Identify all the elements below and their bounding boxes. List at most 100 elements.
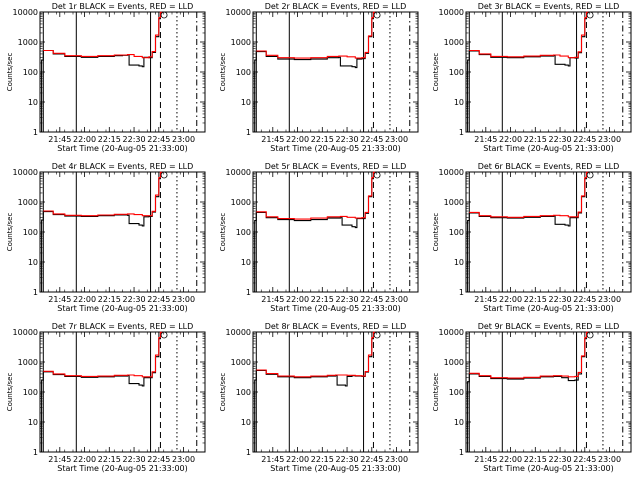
y-tick-label: 100 [449,68,464,77]
events-series-line [40,12,163,133]
peak-marker [160,331,168,339]
x-tick-label: 22:00 [499,295,522,304]
peak-marker [586,331,594,339]
x-tick-label: 22:45 [147,135,170,144]
lld-series-line [469,171,589,218]
x-tick-label: 23:00 [385,135,408,144]
x-tick-label: 22:00 [73,295,96,304]
x-tick-label: 22:45 [573,455,596,464]
y-tick-label: 10 [241,418,251,427]
x-tick-label: 22:30 [336,295,359,304]
events-series-line [466,332,589,453]
x-tick-label: 22:00 [286,455,309,464]
y-tick-label: 10 [241,258,251,267]
y-tick-label: 10000 [439,168,464,177]
y-tick-label: 1000 [18,358,38,367]
x-tick-label: 21:45 [474,455,497,464]
x-tick-label: 22:00 [286,135,309,144]
y-tick-label: 1000 [231,358,251,367]
y-tick-label: 100 [23,388,38,397]
detector-panel: Det 9r BLACK = Events, RED = LLD 1 10 100 10… [432,322,632,473]
y-tick-label: 100 [236,388,251,397]
x-tick-label: 22:45 [360,295,383,304]
peak-marker [373,11,381,19]
panel-title: Det 3r BLACK = Events, RED = LLD [478,2,620,11]
y-tick-label: 10 [454,98,464,107]
y-tick-label: 1 [459,448,464,457]
peak-marker [586,11,594,19]
y-tick-label: 10000 [439,328,464,337]
y-tick-label: 10 [241,98,251,107]
y-tick-label: 1000 [231,198,251,207]
x-axis-label: Start Time (20-Aug-05 21:33:00) [57,304,188,313]
panel-title: Det 6r BLACK = Events, RED = LLD [478,162,620,171]
x-tick-label: 23:00 [172,455,195,464]
events-series-line [40,172,163,293]
x-tick-label: 22:00 [73,135,96,144]
y-tick-label: 100 [236,228,251,237]
panel-title: Det 2r BLACK = Events, RED = LLD [265,2,407,11]
x-tick-label: 22:30 [336,455,359,464]
y-tick-label: 1000 [444,198,464,207]
x-tick-label: 22:30 [549,295,572,304]
x-tick-label: 22:30 [123,295,146,304]
y-axis-label: Counts/sec [432,53,440,92]
y-axis-label: Counts/sec [219,373,227,412]
panel-title: Det 1r BLACK = Events, RED = LLD [52,2,194,11]
x-tick-label: 22:15 [524,295,547,304]
axes-frame [465,171,632,293]
y-tick-label: 10 [28,98,38,107]
detector-panel: Det 5r BLACK = Events, RED = LLD 1 10 100 10… [219,162,419,313]
x-tick-label: 22:15 [98,455,121,464]
axes-frame [465,11,632,133]
y-tick-label: 1 [246,128,251,137]
y-tick-label: 1000 [444,38,464,47]
x-tick-label: 22:30 [549,455,572,464]
lld-series-line [256,11,376,59]
x-tick-label: 21:45 [261,135,284,144]
y-tick-label: 10000 [439,8,464,17]
x-tick-label: 22:15 [98,135,121,144]
axes-frame [39,11,206,133]
x-tick-label: 21:45 [261,455,284,464]
panel-title: Det 9r BLACK = Events, RED = LLD [478,322,620,331]
events-series-line [40,332,163,453]
peak-marker [160,171,168,179]
x-tick-label: 22:45 [147,295,170,304]
x-tick-label: 23:00 [598,295,621,304]
peak-marker [160,11,168,19]
x-tick-label: 23:00 [598,135,621,144]
axes-frame [39,171,206,293]
y-axis-label: Counts/sec [219,213,227,252]
x-tick-label: 21:45 [261,295,284,304]
x-tick-label: 22:30 [336,135,359,144]
x-tick-label: 22:30 [549,135,572,144]
lld-series-line [256,331,376,378]
detector-panel: Det 7r BLACK = Events, RED = LLD 1 10 100 10… [6,322,206,473]
x-axis-label: Start Time (20-Aug-05 21:33:00) [270,464,401,473]
y-tick-label: 10000 [13,168,38,177]
axes-frame [252,11,419,133]
lld-series-line [469,11,589,59]
y-tick-label: 10 [28,418,38,427]
x-tick-label: 22:00 [286,295,309,304]
x-axis-label: Start Time (20-Aug-05 21:33:00) [483,144,614,153]
panel-title: Det 5r BLACK = Events, RED = LLD [265,162,407,171]
axes-frame [252,331,419,453]
y-tick-label: 1 [459,128,464,137]
x-tick-label: 21:45 [474,135,497,144]
y-tick-label: 100 [23,68,38,77]
x-tick-label: 21:45 [48,295,71,304]
x-tick-label: 21:45 [48,455,71,464]
x-tick-label: 23:00 [385,455,408,464]
events-series-line [253,172,376,293]
x-axis-label: Start Time (20-Aug-05 21:33:00) [270,144,401,153]
y-tick-label: 10 [28,258,38,267]
x-tick-label: 22:30 [123,455,146,464]
x-tick-label: 22:15 [311,455,334,464]
y-tick-label: 1 [459,288,464,297]
y-tick-label: 1 [33,288,38,297]
lld-series-line [469,331,589,379]
